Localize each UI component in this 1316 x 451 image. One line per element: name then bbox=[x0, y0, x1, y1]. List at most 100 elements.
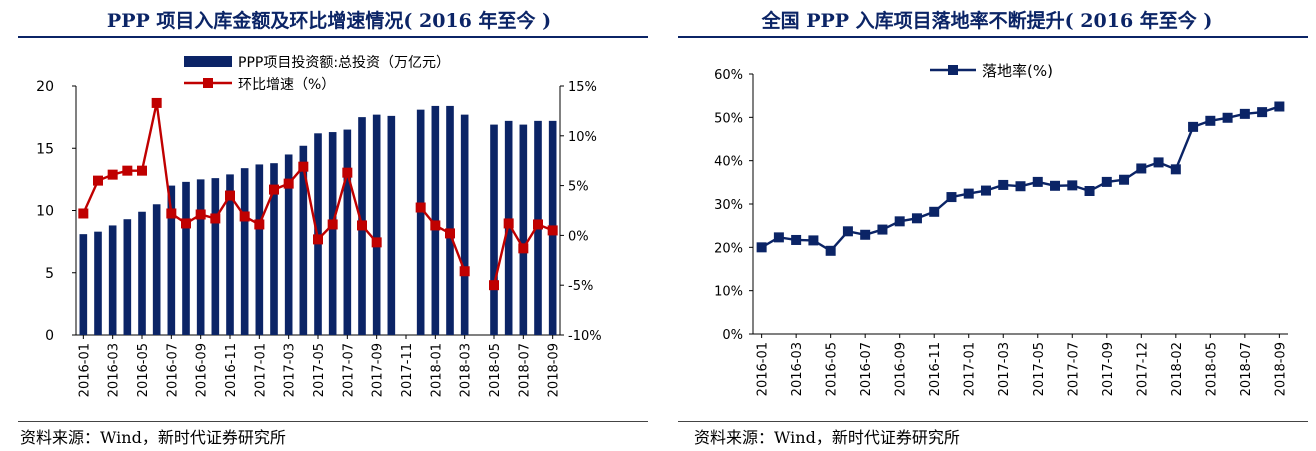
x-tick-label: 2018-05 bbox=[488, 343, 503, 397]
investment-bar bbox=[519, 124, 528, 335]
left-source-note: 资料来源：Wind，新时代证券研究所 bbox=[20, 428, 286, 447]
investment-bar bbox=[284, 154, 293, 335]
x-tick-label: 2018-03 bbox=[459, 343, 474, 397]
legend-bar-swatch bbox=[184, 56, 232, 67]
landing-rate-marker bbox=[946, 192, 957, 203]
x-tick-label: 2016-09 bbox=[894, 342, 909, 396]
x-tick-label: 2017-12 bbox=[1135, 342, 1150, 396]
y-tick-label: 20% bbox=[714, 241, 743, 256]
x-tick-label: 2017-05 bbox=[312, 343, 327, 397]
landing-rate-marker bbox=[1274, 101, 1285, 112]
landing-rate-marker bbox=[1205, 115, 1216, 126]
y2-tick-label: -5% bbox=[568, 279, 593, 294]
x-tick-label: 2017-05 bbox=[1032, 342, 1047, 396]
left-title-rule bbox=[18, 36, 648, 38]
investment-bar bbox=[490, 124, 498, 335]
investment-bar bbox=[226, 174, 234, 335]
investment-bar bbox=[211, 178, 220, 335]
growth-rate-marker bbox=[78, 208, 89, 219]
landing-rate-marker bbox=[1239, 108, 1250, 119]
landing-rate-marker bbox=[998, 179, 1009, 190]
landing-rate-marker bbox=[773, 232, 784, 243]
y-tick-label: 40% bbox=[714, 155, 743, 170]
growth-rate-marker bbox=[342, 167, 353, 178]
landing-rate-marker bbox=[1084, 186, 1095, 196]
growth-rate-marker bbox=[210, 213, 221, 224]
investment-bar bbox=[328, 132, 337, 335]
landing-rate-marker bbox=[911, 213, 922, 224]
investment-bar bbox=[240, 168, 249, 335]
y2-tick-label: 15% bbox=[568, 80, 597, 95]
x-tick-label: 2016-01 bbox=[756, 342, 771, 396]
x-tick-label: 2016-01 bbox=[77, 343, 92, 397]
investment-growth-chart: 0 5 10 15 20 -10% -5% 0% 5% 10% 15% 2016-01 2016-03 2… bbox=[36, 55, 601, 397]
landing-rate-marker bbox=[1257, 107, 1268, 118]
right-source-note: 资料来源：Wind，新时代证券研究所 bbox=[694, 428, 960, 447]
x-tick-label: 2016-07 bbox=[859, 342, 874, 396]
x-tick-label: 2017-11 bbox=[400, 343, 415, 397]
growth-rate-marker bbox=[489, 280, 499, 291]
left-chart-title: PPP 项目入库金额及环比增速情况( 2016 年至今 ) bbox=[106, 10, 552, 32]
right-source-rule bbox=[678, 421, 1308, 422]
growth-rate-marker bbox=[503, 218, 514, 229]
landing-rate-marker bbox=[842, 226, 853, 237]
growth-rate-marker bbox=[225, 190, 235, 201]
landing-rate-marker bbox=[860, 229, 871, 240]
growth-rate-marker bbox=[195, 209, 206, 220]
y-tick-label: 20 bbox=[36, 79, 54, 95]
y-tick-label: 60% bbox=[714, 68, 743, 83]
y-tick-label: 0% bbox=[722, 328, 743, 343]
growth-rate-marker bbox=[181, 218, 191, 229]
x-tick-label: 2018-01 bbox=[429, 343, 444, 397]
growth-rate-marker bbox=[137, 165, 147, 176]
x-tick-label: 2017-03 bbox=[997, 342, 1012, 396]
x-tick-label: 2018-09 bbox=[547, 343, 562, 397]
investment-bar bbox=[182, 181, 190, 335]
growth-rate-marker bbox=[357, 220, 367, 231]
y2-tick-label: 10% bbox=[568, 130, 597, 145]
x-tick-label: 2018-07 bbox=[1239, 342, 1254, 396]
x-tick-label: 2016-03 bbox=[107, 343, 122, 397]
growth-rate-marker bbox=[269, 184, 279, 195]
landing-rate-marker bbox=[877, 224, 888, 235]
legend-line-marker bbox=[203, 78, 213, 88]
growth-rate-marker bbox=[107, 169, 118, 180]
landing-rate-marker bbox=[1032, 176, 1043, 187]
landing-rate-marker bbox=[1170, 164, 1181, 175]
x-tick-label: 2017-07 bbox=[341, 343, 356, 397]
investment-bar bbox=[94, 231, 102, 335]
legend-line-label: 落地率(%) bbox=[982, 62, 1053, 80]
y-tick-label: 30% bbox=[714, 198, 743, 213]
y2-tick-label: 0% bbox=[568, 229, 589, 244]
investment-bar bbox=[138, 211, 146, 335]
x-tick-label: 2017-09 bbox=[371, 343, 386, 397]
investment-bar bbox=[270, 163, 278, 335]
investment-bar bbox=[123, 219, 132, 335]
y2-tick-label: 5% bbox=[568, 180, 589, 195]
legend-line-marker bbox=[948, 65, 958, 75]
right-chart-panel: 全国 PPP 入库项目落地率不断提升( 2016 年至今 ) 0% 10% 20% 3… bbox=[658, 0, 1316, 451]
y-tick-label: 50% bbox=[714, 111, 743, 126]
x-tick-label: 2018-05 bbox=[1204, 342, 1219, 396]
landing-rate-line bbox=[761, 105, 1280, 253]
y-tick-label: 10 bbox=[36, 204, 54, 220]
growth-rate-marker bbox=[533, 219, 543, 230]
landing-rate-marker bbox=[1101, 176, 1112, 187]
growth-rate-marker bbox=[459, 266, 470, 277]
x-tick-label: 2018-07 bbox=[517, 343, 532, 397]
landing-rate-marker bbox=[1153, 157, 1164, 168]
investment-bar bbox=[79, 234, 88, 335]
investment-bar bbox=[255, 164, 264, 335]
x-tick-label: 2016-11 bbox=[928, 342, 943, 396]
landing-rate-marker bbox=[963, 188, 974, 199]
growth-rate-marker bbox=[283, 178, 294, 189]
x-tick-label: 2016-05 bbox=[136, 343, 151, 397]
growth-rate-marker bbox=[298, 161, 309, 172]
right-chart-title: 全国 PPP 入库项目落地率不断提升( 2016 年至今 ) bbox=[761, 10, 1213, 32]
investment-bar bbox=[460, 114, 469, 335]
x-tick-label: 2016-11 bbox=[224, 343, 239, 397]
x-tick-label: 2017-09 bbox=[1101, 342, 1116, 396]
x-tick-label: 2017-01 bbox=[253, 343, 268, 397]
investment-bar bbox=[167, 185, 176, 335]
growth-rate-marker bbox=[151, 97, 162, 108]
